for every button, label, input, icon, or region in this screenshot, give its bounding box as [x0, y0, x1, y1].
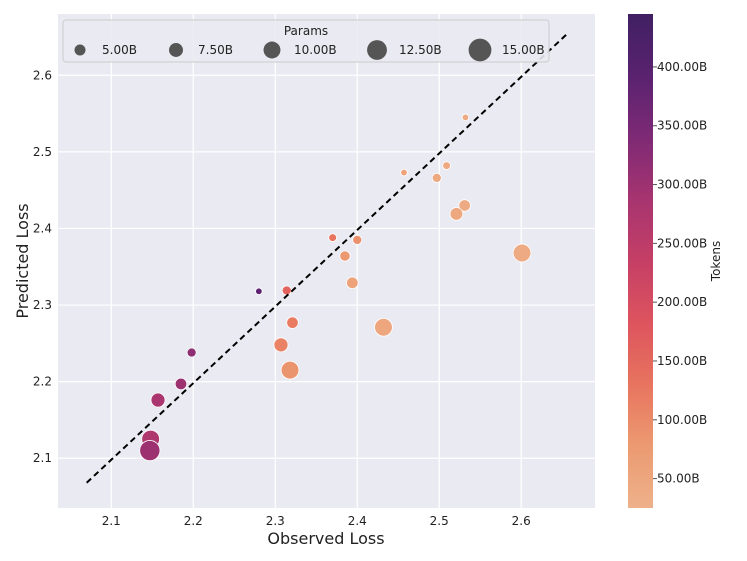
x-tick-label: 2.5 — [430, 514, 449, 528]
data-points — [139, 113, 532, 462]
y-tick-label: 2.6 — [33, 68, 52, 82]
data-point — [286, 316, 299, 329]
colorbar-ticks: 50.00B 100.00B 150.00B 200.00B 250.00B 3… — [653, 60, 707, 486]
data-point — [273, 337, 289, 353]
y-axis-label: Predicted Loss — [13, 203, 32, 318]
colorbar-tick-label: 200.00B — [657, 295, 707, 309]
data-point — [442, 161, 451, 170]
y-tick-label: 2.5 — [33, 145, 52, 159]
data-point — [449, 207, 464, 221]
legend-box — [62, 19, 550, 63]
colorbar-tick-label: 150.00B — [657, 354, 707, 368]
colorbar-tick-label: 300.00B — [657, 178, 707, 192]
legend-size-marker — [169, 43, 183, 57]
x-tick-label: 2.4 — [348, 514, 367, 528]
grid-lines — [58, 14, 595, 508]
legend-title: Params — [284, 24, 328, 38]
legend-label: 12.50B — [399, 43, 442, 57]
colorbar-label: Tokens — [709, 241, 723, 282]
data-point — [352, 234, 363, 245]
data-point — [461, 113, 470, 122]
x-axis-label: Observed Loss — [267, 529, 384, 548]
data-point — [281, 285, 292, 296]
data-point — [328, 233, 337, 242]
y-tick-labels: 2.1 2.2 2.3 2.4 2.5 2.6 — [33, 68, 52, 465]
data-point — [400, 168, 408, 177]
y-tick-label: 2.2 — [33, 375, 52, 389]
data-point — [280, 360, 300, 380]
data-point — [512, 243, 532, 263]
x-tick-label: 2.1 — [102, 514, 121, 528]
legend-size-marker — [74, 44, 86, 56]
colorbar-tick-label: 50.00B — [657, 472, 700, 486]
colorbar-tick-label: 400.00B — [657, 60, 707, 74]
data-point — [374, 317, 393, 337]
y-tick-label: 2.3 — [33, 298, 52, 312]
colorbar-tick-label: 350.00B — [657, 119, 707, 133]
x-tick-label: 2.6 — [512, 514, 531, 528]
data-point — [346, 276, 359, 290]
x-tick-label: 2.2 — [184, 514, 203, 528]
y-tick-label: 2.4 — [33, 221, 52, 235]
colorbar-tick-label: 100.00B — [657, 413, 707, 427]
data-point — [255, 287, 263, 295]
y-tick-label: 2.1 — [33, 451, 52, 465]
data-point — [458, 199, 471, 212]
colorbar-tick-label: 250.00B — [657, 236, 707, 250]
legend-size-marker — [468, 38, 492, 62]
x-tick-label: 2.3 — [266, 514, 285, 528]
legend-size-marker — [263, 41, 281, 59]
legend-label: 5.00B — [102, 43, 137, 57]
data-point — [431, 172, 442, 183]
legend-label: 7.50B — [198, 43, 233, 57]
data-point — [174, 377, 188, 391]
legend-size-marker — [367, 40, 387, 60]
data-point — [150, 392, 166, 408]
legend-label: 10.00B — [294, 43, 337, 57]
colorbar — [628, 14, 653, 508]
x-tick-labels: 2.1 2.2 2.3 2.4 2.5 2.6 — [102, 514, 531, 528]
data-point — [186, 347, 197, 358]
legend-label: 15.00B — [502, 43, 545, 57]
data-point — [339, 250, 351, 262]
size-legend: Params 5.00B 7.50B 10.00B 12.50B 15.00B — [62, 19, 550, 63]
data-point — [139, 440, 161, 462]
